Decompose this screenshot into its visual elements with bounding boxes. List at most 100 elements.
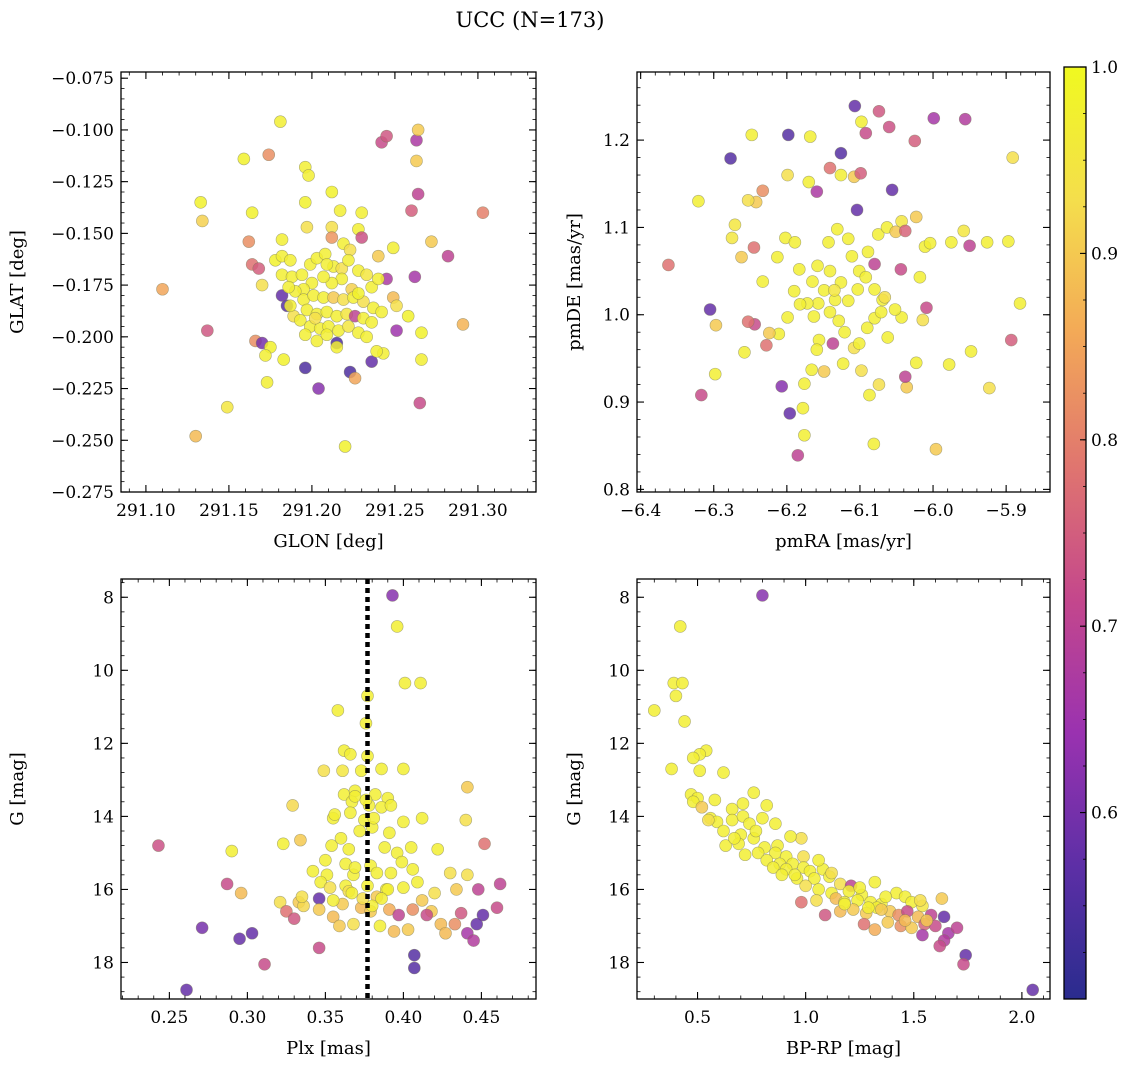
colorbar: 0.6 0.7 0.8 0.9 1.0 bbox=[1063, 58, 1118, 1000]
data-point bbox=[381, 883, 395, 896]
data-point bbox=[373, 919, 387, 933]
data-point bbox=[383, 826, 396, 840]
data-point bbox=[220, 400, 234, 414]
data-point bbox=[298, 328, 312, 342]
data-point bbox=[812, 853, 825, 867]
data-point bbox=[294, 833, 307, 847]
data-point bbox=[787, 284, 801, 298]
data-point bbox=[180, 983, 193, 997]
x-tick-label: 0.40 bbox=[384, 1008, 422, 1028]
data-point bbox=[686, 751, 700, 765]
data-point bbox=[286, 799, 299, 812]
data-point bbox=[957, 958, 970, 971]
figure-title: UCC (N=173) bbox=[456, 8, 605, 32]
data-point bbox=[791, 449, 805, 462]
data-point bbox=[334, 832, 348, 845]
data-point bbox=[760, 799, 774, 812]
data-point bbox=[428, 886, 441, 900]
data-point bbox=[763, 326, 776, 340]
data-point bbox=[413, 396, 427, 410]
y-tick-label: 8 bbox=[619, 588, 630, 608]
data-point bbox=[360, 268, 373, 282]
data-point bbox=[411, 123, 425, 137]
data-point bbox=[259, 349, 272, 362]
data-point bbox=[387, 925, 401, 938]
data-point bbox=[852, 337, 866, 350]
data-point bbox=[431, 842, 445, 856]
data-point bbox=[310, 334, 324, 348]
data-point bbox=[908, 134, 922, 148]
data-point bbox=[799, 879, 812, 893]
data-point bbox=[945, 235, 958, 249]
data-point bbox=[841, 232, 855, 246]
data-point bbox=[386, 589, 399, 602]
data-point bbox=[365, 316, 378, 329]
data-point bbox=[397, 762, 410, 776]
data-point bbox=[830, 222, 844, 236]
data-point bbox=[490, 901, 504, 914]
data-point bbox=[853, 881, 867, 894]
data-point bbox=[942, 358, 956, 371]
data-point bbox=[747, 241, 761, 254]
data-point bbox=[935, 892, 949, 905]
axes-frame bbox=[636, 578, 1051, 1000]
y-tick-label: −0.175 bbox=[51, 276, 114, 296]
data-point bbox=[276, 837, 290, 851]
panel-plx-g: 0.25 0.30 0.35 0.40 0.45 8 10 12 14 16 18 Plx [mas]… bbox=[7, 578, 537, 1059]
data-point bbox=[834, 168, 848, 182]
data-point bbox=[868, 257, 881, 271]
data-point bbox=[371, 249, 385, 263]
y-tick-label: 8 bbox=[103, 588, 114, 608]
data-point bbox=[461, 780, 474, 794]
data-point bbox=[255, 278, 269, 292]
data-point bbox=[717, 766, 730, 779]
data-point bbox=[916, 313, 930, 327]
y-tick-label: 1.0 bbox=[603, 306, 630, 326]
data-point bbox=[384, 799, 398, 812]
data-point bbox=[443, 866, 457, 880]
data-point bbox=[898, 224, 912, 238]
data-point bbox=[810, 343, 824, 356]
data-point bbox=[398, 676, 412, 690]
data-point bbox=[823, 264, 837, 278]
data-point bbox=[738, 848, 752, 862]
data-point bbox=[875, 903, 888, 916]
data-point bbox=[450, 883, 463, 896]
data-point bbox=[769, 817, 782, 830]
data-point bbox=[333, 919, 346, 933]
data-point bbox=[344, 748, 357, 761]
y-tick-label: 14 bbox=[608, 807, 630, 827]
data-point bbox=[242, 235, 256, 248]
data-point bbox=[493, 877, 507, 891]
data-point bbox=[375, 762, 388, 776]
data-point bbox=[898, 914, 912, 927]
data-point bbox=[855, 115, 868, 129]
points bbox=[156, 115, 490, 453]
data-point bbox=[851, 283, 865, 296]
data-point bbox=[828, 283, 841, 297]
data-point bbox=[848, 99, 862, 113]
data-point bbox=[342, 320, 355, 333]
y-tick-label: −0.125 bbox=[51, 173, 114, 193]
data-point bbox=[371, 272, 385, 286]
data-point bbox=[728, 832, 741, 845]
data-point bbox=[781, 311, 794, 324]
data-point bbox=[471, 883, 485, 896]
data-point bbox=[152, 839, 165, 852]
data-point bbox=[308, 311, 322, 325]
data-point bbox=[406, 903, 420, 916]
data-point bbox=[252, 262, 266, 275]
data-point bbox=[195, 921, 209, 935]
data-point bbox=[360, 330, 373, 344]
data-point bbox=[950, 921, 964, 935]
y-tick-label: −0.150 bbox=[51, 224, 114, 244]
data-point bbox=[378, 841, 391, 854]
data-point bbox=[355, 231, 369, 244]
data-point bbox=[1006, 151, 1020, 164]
data-point bbox=[284, 253, 297, 267]
data-point bbox=[295, 268, 309, 282]
data-point bbox=[728, 218, 742, 232]
data-point bbox=[330, 340, 344, 354]
data-point bbox=[439, 926, 452, 940]
data-point bbox=[420, 908, 434, 922]
